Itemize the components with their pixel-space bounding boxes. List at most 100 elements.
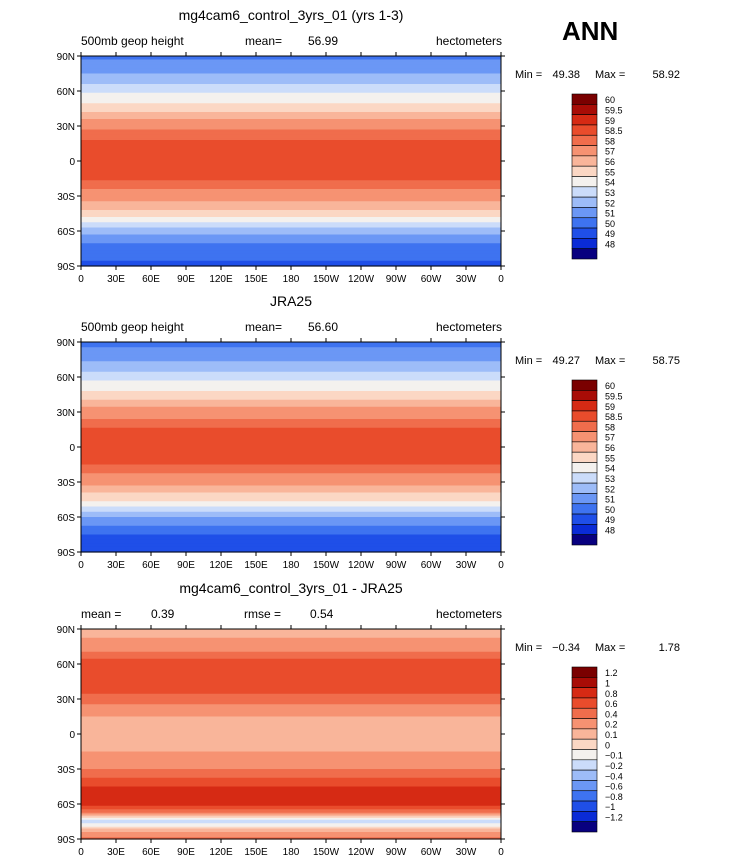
field-band	[81, 802, 501, 805]
field-band	[81, 147, 501, 150]
x-tick-label: 0	[498, 274, 504, 285]
x-tick-label: 150W	[313, 274, 340, 285]
field-band	[81, 767, 501, 770]
field-band	[81, 129, 501, 132]
field-band	[81, 541, 501, 544]
field-band	[81, 713, 501, 716]
colorbar-label: 52	[605, 198, 615, 208]
field-band	[81, 490, 501, 494]
y-tick-label: 0	[69, 730, 75, 741]
field-band	[81, 674, 501, 677]
x-tick-label: 150E	[244, 560, 268, 571]
x-tick-label: 60E	[142, 847, 160, 858]
field-band	[81, 59, 501, 62]
field-band	[81, 405, 501, 408]
field-band	[81, 94, 501, 97]
field-band	[81, 812, 501, 816]
colorbar-box	[571, 207, 598, 219]
colorbar-label: 0.2	[605, 720, 618, 730]
field-band	[81, 690, 501, 693]
field-band	[81, 417, 501, 420]
field-band	[81, 426, 501, 429]
colorbar-label: 58	[605, 136, 615, 146]
field-band	[81, 106, 501, 110]
x-tick-label: 90E	[177, 274, 195, 285]
field-band	[81, 485, 501, 488]
field-band	[81, 482, 501, 485]
field-band	[81, 438, 501, 441]
x-tick-label: 30W	[456, 560, 477, 571]
field-band	[81, 239, 501, 243]
field-band	[81, 828, 501, 831]
field-band	[81, 413, 501, 417]
field-band	[81, 816, 501, 819]
field-band	[81, 357, 501, 361]
field-band	[81, 248, 501, 251]
field-band	[81, 531, 501, 534]
colorbar-label: 59	[605, 116, 615, 126]
field-band	[81, 370, 501, 373]
field-band	[81, 349, 501, 352]
max-value: 58.75	[652, 355, 680, 367]
field-band	[81, 837, 501, 840]
field-band	[81, 748, 501, 751]
field-band	[81, 688, 501, 691]
colorbar-box	[571, 738, 598, 750]
field-band	[81, 644, 501, 648]
field-band	[81, 401, 501, 404]
field-band	[81, 744, 501, 747]
field-band	[81, 134, 501, 138]
colorbar-box	[571, 493, 598, 505]
colorbar-label: −0.8	[605, 792, 623, 802]
field-band	[81, 527, 501, 530]
field-band	[81, 471, 501, 474]
colorbar-label: 58.5	[605, 126, 623, 136]
field-band	[81, 345, 501, 348]
x-tick-label: 0	[498, 560, 504, 571]
field-band	[81, 117, 501, 120]
field-band	[81, 678, 501, 681]
max-value: 58.92	[652, 69, 680, 81]
field-band	[81, 784, 501, 788]
field-band	[81, 208, 501, 211]
field-band	[81, 412, 501, 415]
field-band	[81, 478, 501, 481]
field-band	[81, 700, 501, 704]
field-band	[81, 210, 501, 213]
colorbar-label: −0.6	[605, 782, 623, 792]
field-band	[81, 171, 501, 174]
field-band	[81, 469, 501, 473]
y-tick-label: 90N	[57, 338, 75, 349]
field-band	[81, 204, 501, 208]
field-band	[81, 532, 501, 536]
field-band	[81, 373, 501, 376]
colorbar-box	[571, 217, 598, 229]
colorbar-box	[571, 780, 598, 792]
field-band	[81, 264, 501, 267]
colorbar-label: −0.2	[605, 761, 623, 771]
field-band	[81, 669, 501, 672]
field-band	[81, 419, 501, 422]
field-band	[81, 140, 501, 143]
colorbar-box	[571, 155, 598, 167]
field-band	[81, 385, 501, 389]
colorbar-box	[571, 451, 598, 463]
field-band	[81, 774, 501, 777]
y-tick-label: 90S	[57, 835, 75, 846]
field-band	[81, 356, 501, 359]
field-band	[81, 368, 501, 371]
field-band	[81, 483, 501, 487]
field-band	[81, 658, 501, 662]
x-tick-label: 120W	[348, 274, 375, 285]
field-band	[81, 169, 501, 173]
field-band	[81, 80, 501, 83]
colorbar-box	[571, 165, 598, 177]
field-band	[81, 361, 501, 364]
colorbar-box	[571, 697, 598, 709]
colorbar-label: 0	[605, 740, 610, 750]
field-band	[81, 394, 501, 397]
max-label: Max =	[595, 69, 625, 81]
colorbar-label: −1	[605, 802, 615, 812]
field-band	[81, 136, 501, 139]
